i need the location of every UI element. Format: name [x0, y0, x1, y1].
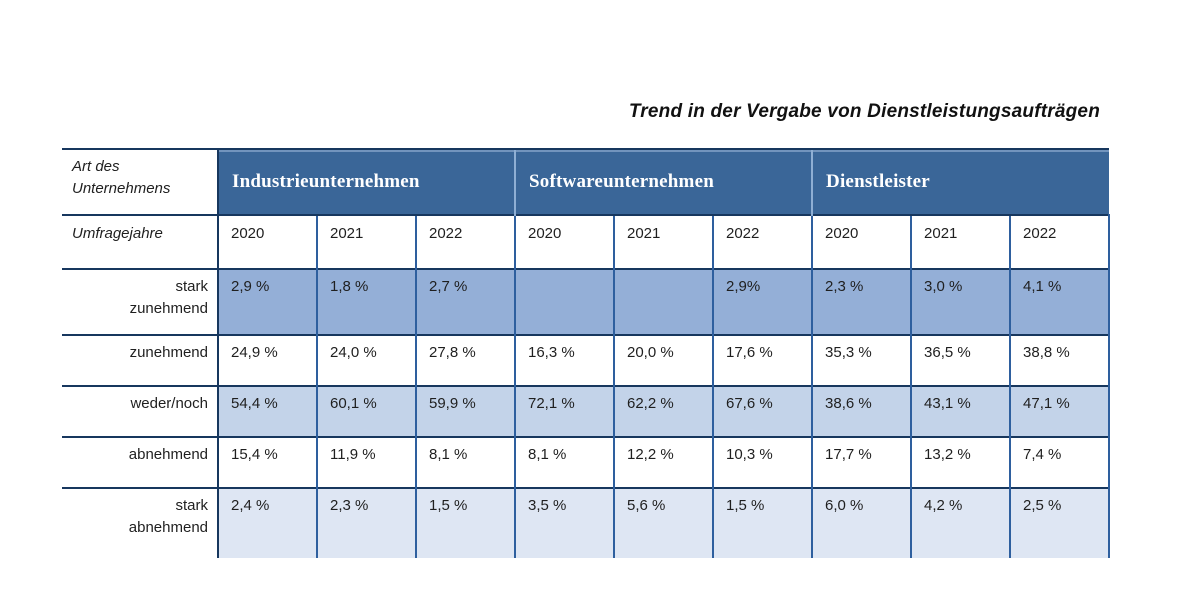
value-cell: [514, 268, 614, 335]
year-cell: 2022: [711, 214, 813, 269]
year-cell: 2020: [217, 214, 317, 269]
value-cell: 2,3 %: [811, 268, 912, 335]
value-cell: 13,2 %: [910, 436, 1011, 488]
value-cell: 16,3 %: [514, 334, 614, 386]
value-cell: 2,7 %: [415, 268, 515, 335]
value-cell: 6,0 %: [811, 487, 912, 558]
trend-table: Art des Unternehmens Industrieunternehme…: [62, 148, 1111, 558]
value-cell: 47,1 %: [1009, 385, 1111, 437]
value-cell: 36,5 %: [910, 334, 1011, 386]
row-label: stark zunehmend: [62, 268, 218, 335]
value-cell: 3,5 %: [514, 487, 614, 558]
row-label-text: weder/noch: [130, 395, 208, 412]
year-cell: 2020: [811, 214, 912, 269]
table-row-abnehmend: abnehmend 15,4 % 11,9 % 8,1 % 8,1 % 12,2…: [62, 436, 1111, 488]
value-cell: 2,4 %: [217, 487, 317, 558]
row-label: zunehmend: [62, 334, 218, 386]
year-cell: 2021: [316, 214, 416, 269]
group-header-industrieunternehmen: Industrieunternehmen: [217, 148, 515, 215]
value-cell: 1,5 %: [711, 487, 813, 558]
value-cell: 3,0 %: [910, 268, 1011, 335]
value-cell: 60,1 %: [316, 385, 416, 437]
value-cell: 2,9 %: [217, 268, 317, 335]
row-label-text: zunehmend: [129, 344, 208, 361]
value-cell: 24,9 %: [217, 334, 317, 386]
value-cell: 38,6 %: [811, 385, 912, 437]
value-cell: 59,9 %: [415, 385, 515, 437]
years-row: Umfragejahre 2020 2021 2022 2020 2021 20…: [62, 214, 1111, 269]
value-cell: 67,6 %: [711, 385, 813, 437]
year-cell: 2022: [415, 214, 515, 269]
year-cell: 2021: [910, 214, 1011, 269]
value-cell: 38,8 %: [1009, 334, 1111, 386]
years-row-label: Umfragejahre: [62, 214, 218, 269]
row-label-text: stark zunehmend: [129, 278, 208, 317]
value-cell: 7,4 %: [1009, 436, 1111, 488]
table-row-zunehmend: zunehmend 24,9 % 24,0 % 27,8 % 16,3 % 20…: [62, 334, 1111, 386]
year-cell: 2022: [1009, 214, 1111, 269]
value-cell: 1,5 %: [415, 487, 515, 558]
value-cell: 17,6 %: [711, 334, 813, 386]
row-label: abnehmend: [62, 436, 218, 488]
value-cell: 8,1 %: [415, 436, 515, 488]
value-cell: 35,3 %: [811, 334, 912, 386]
value-cell: 15,4 %: [217, 436, 317, 488]
value-cell: 5,6 %: [613, 487, 713, 558]
value-cell: 1,8 %: [316, 268, 416, 335]
value-cell: 2,5 %: [1009, 487, 1111, 558]
value-cell: 2,3 %: [316, 487, 416, 558]
row-label-text: stark abnehmend: [128, 497, 208, 536]
value-cell: 12,2 %: [613, 436, 713, 488]
value-cell: 54,4 %: [217, 385, 317, 437]
value-cell: 24,0 %: [316, 334, 416, 386]
value-cell: 8,1 %: [514, 436, 614, 488]
table-row-weder-noch: weder/noch 54,4 % 60,1 % 59,9 % 72,1 % 6…: [62, 385, 1111, 437]
value-cell: 43,1 %: [910, 385, 1011, 437]
value-cell: 4,1 %: [1009, 268, 1111, 335]
group-header-row: Art des Unternehmens Industrieunternehme…: [62, 148, 1110, 215]
year-cell: 2020: [514, 214, 614, 269]
year-cell: 2021: [613, 214, 713, 269]
value-cell: [613, 268, 713, 335]
value-cell: 72,1 %: [514, 385, 614, 437]
row-label-text: abnehmend: [128, 446, 208, 463]
table-row-stark-zunehmend: stark zunehmend 2,9 % 1,8 % 2,7 % 2,9% 2…: [62, 268, 1111, 335]
value-cell: 27,8 %: [415, 334, 515, 386]
row-label: stark abnehmend: [62, 487, 218, 558]
row-label: weder/noch: [62, 385, 218, 437]
value-cell: 2,9%: [711, 268, 813, 335]
value-cell: 4,2 %: [910, 487, 1011, 558]
value-cell: 17,7 %: [811, 436, 912, 488]
value-cell: 62,2 %: [613, 385, 713, 437]
group-header-softwareunternehmen: Softwareunternehmen: [513, 148, 813, 215]
value-cell: 20,0 %: [613, 334, 713, 386]
value-cell: 11,9 %: [316, 436, 416, 488]
page-title: Trend in der Vergabe von Dienstleistungs…: [628, 101, 1100, 122]
table-row-stark-abnehmend: stark abnehmend 2,4 % 2,3 % 1,5 % 3,5 % …: [62, 487, 1111, 558]
value-cell: 10,3 %: [711, 436, 813, 488]
corner-header: Art des Unternehmens: [62, 148, 218, 215]
group-header-dienstleister: Dienstleister: [811, 148, 1110, 215]
